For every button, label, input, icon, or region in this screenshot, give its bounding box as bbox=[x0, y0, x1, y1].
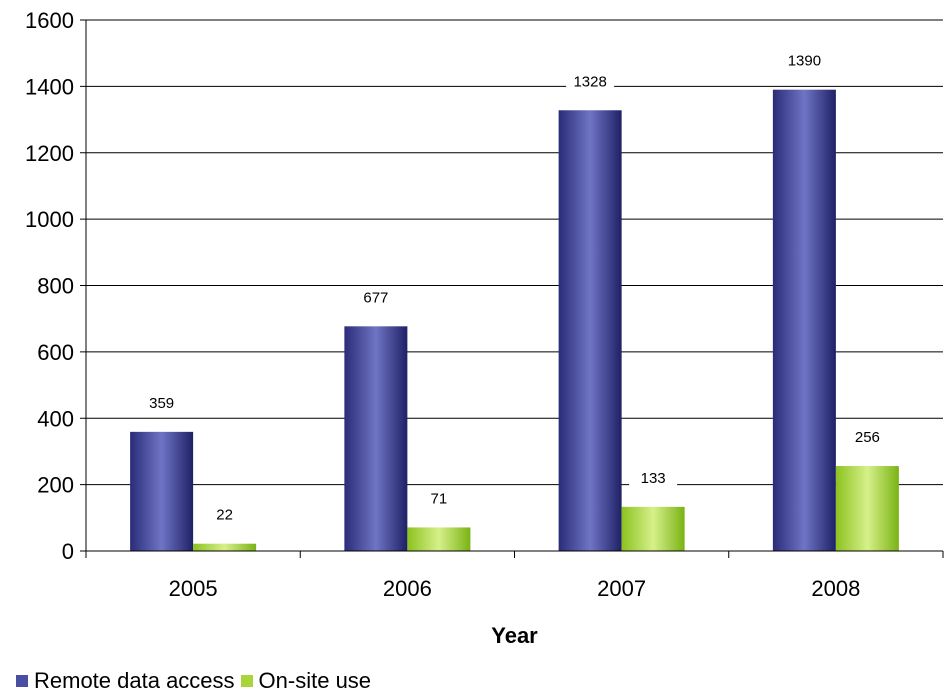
y-tick-label: 0 bbox=[62, 539, 74, 564]
data-label-background bbox=[200, 504, 249, 525]
x-axis-label: Year bbox=[491, 623, 538, 648]
y-tick-label: 600 bbox=[37, 340, 74, 365]
data-labels: 359 22 677 71 1328 133 1390 256 bbox=[137, 50, 892, 525]
data-label: 1390 bbox=[788, 53, 821, 70]
y-tick-label: 1200 bbox=[25, 141, 74, 166]
bar-remote-2007 bbox=[558, 110, 622, 552]
data-label-background bbox=[414, 488, 463, 509]
y-tick-label: 1000 bbox=[25, 207, 74, 232]
x-tick-label: 2005 bbox=[169, 576, 218, 601]
data-label: 256 bbox=[855, 429, 880, 446]
bar-onsite-2008 bbox=[835, 466, 899, 551]
y-tick-label: 1600 bbox=[25, 8, 74, 33]
bar-remote-2005 bbox=[130, 431, 194, 551]
y-tick-label: 400 bbox=[37, 406, 74, 431]
bar-onsite-2006 bbox=[407, 527, 471, 551]
x-tick-label: 2008 bbox=[811, 576, 860, 601]
data-label-background bbox=[351, 287, 400, 308]
gridlines bbox=[86, 19, 943, 486]
data-label-background bbox=[843, 427, 892, 448]
y-tick-label: 200 bbox=[37, 473, 74, 498]
data-label-background bbox=[137, 392, 186, 413]
data-label-background bbox=[566, 71, 615, 92]
y-tick-label: 1400 bbox=[25, 74, 74, 99]
data-label-background bbox=[629, 467, 678, 488]
x-tick-label: 2006 bbox=[383, 576, 432, 601]
x-tick-label: 2007 bbox=[597, 576, 646, 601]
y-axis-ticks: 0 200 400 600 800 1000 1200 1400 1600 bbox=[25, 8, 86, 564]
legend-label-onsite: On-site use bbox=[258, 668, 372, 693]
data-label-background bbox=[780, 50, 829, 71]
legend-item-remote: Remote data access bbox=[16, 668, 235, 694]
legend-label-remote: Remote data access bbox=[34, 668, 235, 693]
data-label: 71 bbox=[431, 490, 448, 507]
legend-swatch-remote bbox=[16, 675, 28, 687]
data-label: 133 bbox=[641, 470, 666, 487]
legend: Remote data access On-site use bbox=[16, 668, 377, 694]
data-label: 359 bbox=[149, 395, 174, 412]
x-axis-ticks: 2005 2006 2007 2008 bbox=[85, 551, 944, 601]
legend-item-onsite: On-site use bbox=[240, 668, 372, 694]
legend-swatch-onsite bbox=[240, 675, 253, 687]
y-tick-label: 800 bbox=[37, 274, 74, 299]
data-label: 22 bbox=[216, 507, 233, 524]
bar-remote-2008 bbox=[772, 89, 836, 551]
bars bbox=[130, 89, 899, 552]
bar-remote-2006 bbox=[344, 326, 408, 551]
bar-onsite-2007 bbox=[621, 506, 685, 551]
data-label: 677 bbox=[363, 289, 388, 306]
data-label: 1328 bbox=[573, 73, 606, 90]
bar-chart: 0 200 400 600 800 1000 1200 1400 1600 359 22 677 71… bbox=[25, 8, 944, 648]
bar-onsite-2005 bbox=[193, 543, 257, 551]
